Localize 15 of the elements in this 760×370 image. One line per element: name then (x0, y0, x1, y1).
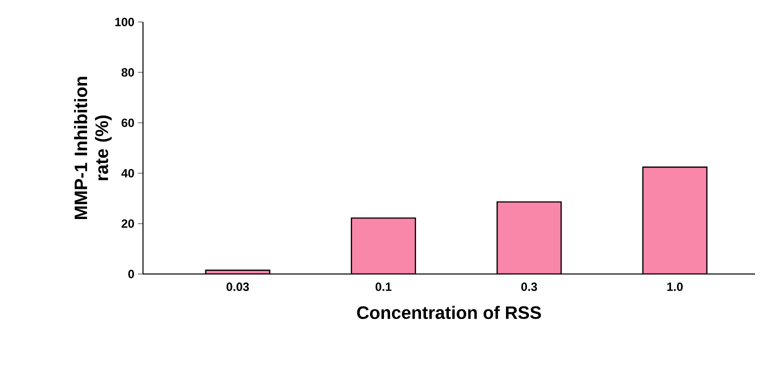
y-tick-label: 80 (122, 68, 134, 77)
x-tick-label: 1.0 (667, 282, 683, 291)
bar (496, 201, 562, 274)
y-tick-label: 20 (122, 219, 134, 228)
x-axis-title: Concentration of RSS (357, 306, 541, 320)
bar (350, 217, 416, 274)
bar (642, 166, 708, 274)
x-tick-label: 0.03 (226, 282, 249, 292)
x-tick-label: 0.1 (376, 282, 392, 291)
y-tick-label: 40 (121, 168, 134, 178)
x-tick-label: 0.3 (521, 282, 538, 292)
y-tick-label: 60 (122, 118, 134, 128)
y-tick-label: 0 (128, 270, 134, 278)
y-tick-label: 100 (115, 18, 134, 26)
y-axis-title: MMP-1 Inhibition rate (%) (74, 76, 112, 220)
